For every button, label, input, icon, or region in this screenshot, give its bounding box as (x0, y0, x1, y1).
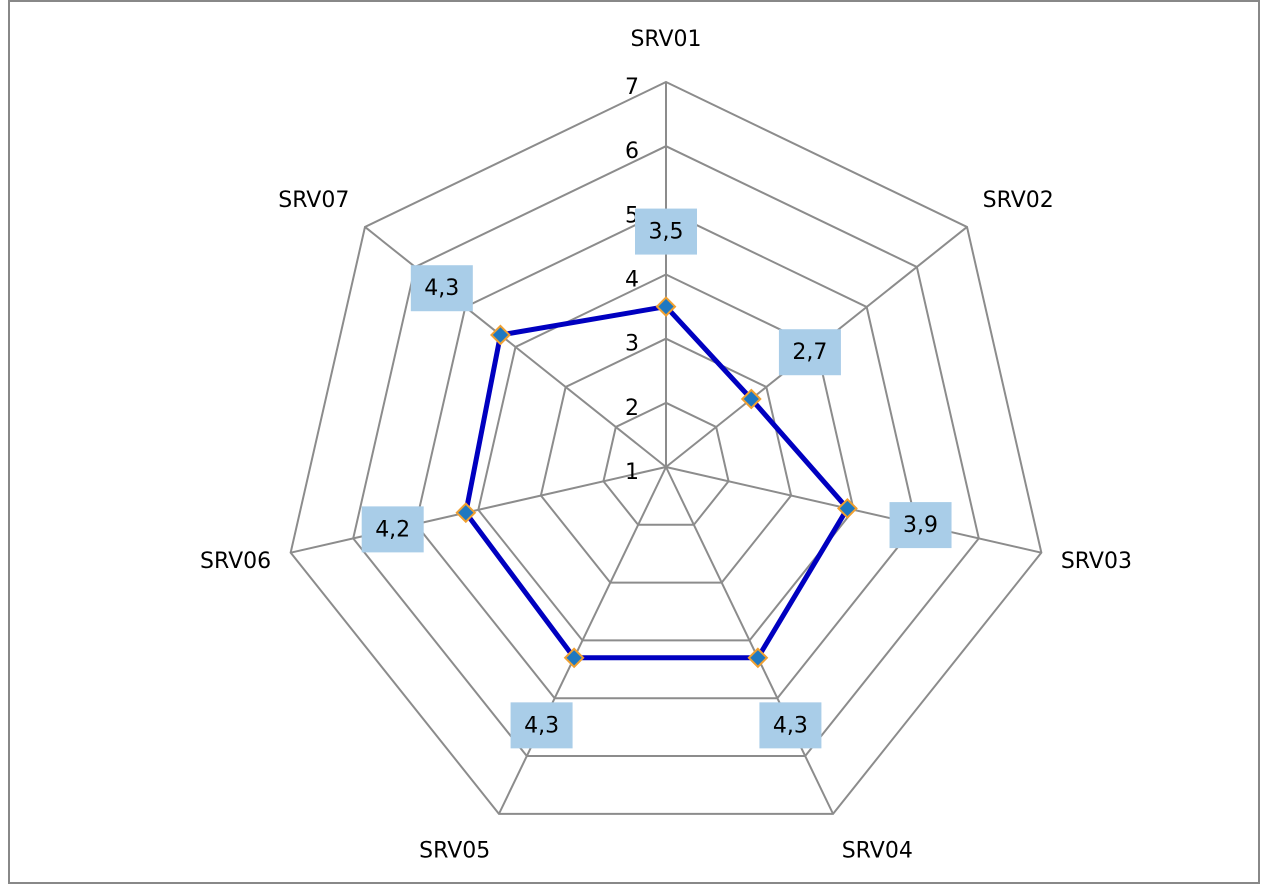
value-label: 3,9 (903, 513, 938, 538)
category-label: SRV05 (419, 839, 490, 864)
value-label-box (410, 265, 473, 312)
category-label: SRV06 (200, 549, 271, 574)
marker (455, 502, 477, 524)
category-label: SRV01 (630, 27, 701, 52)
value-label-box (361, 506, 424, 553)
spoke (498, 466, 667, 815)
r-tick-label: 4 (625, 268, 639, 293)
spoke (665, 466, 834, 815)
grid-ring (602, 401, 730, 526)
marker (747, 647, 769, 669)
category-label: SRV07 (278, 188, 349, 213)
marker (655, 296, 677, 317)
value-label: 4,2 (375, 517, 410, 542)
value-label-box (635, 208, 697, 255)
value-label-box (759, 702, 822, 749)
r-tick-label: 3 (625, 332, 639, 357)
value-label-box (889, 502, 952, 549)
value-label: 3,5 (649, 220, 684, 245)
marker (563, 647, 585, 669)
marker (740, 388, 762, 410)
value-label: 4,3 (773, 713, 808, 738)
spoke (290, 466, 667, 554)
r-tick-label: 1 (625, 460, 639, 485)
series-line (463, 304, 850, 661)
grid-ring (352, 145, 980, 758)
value-label: 2,7 (792, 340, 827, 365)
category-label: SRV03 (1061, 549, 1132, 574)
r-tick-label: 7 (625, 75, 639, 100)
r-tick-label: 6 (625, 139, 639, 164)
value-label: 4,3 (524, 713, 559, 738)
category-label: SRV04 (842, 839, 913, 864)
marker (837, 497, 858, 519)
grid-ring (414, 209, 918, 700)
r-tick-label: 2 (625, 396, 639, 421)
category-label: SRV02 (983, 188, 1054, 213)
value-label-box (778, 329, 841, 376)
grid-ring (539, 337, 793, 584)
marker (490, 324, 511, 346)
grid-ring (289, 80, 1043, 815)
value-label-box (510, 702, 573, 749)
value-label: 4,3 (424, 276, 459, 301)
